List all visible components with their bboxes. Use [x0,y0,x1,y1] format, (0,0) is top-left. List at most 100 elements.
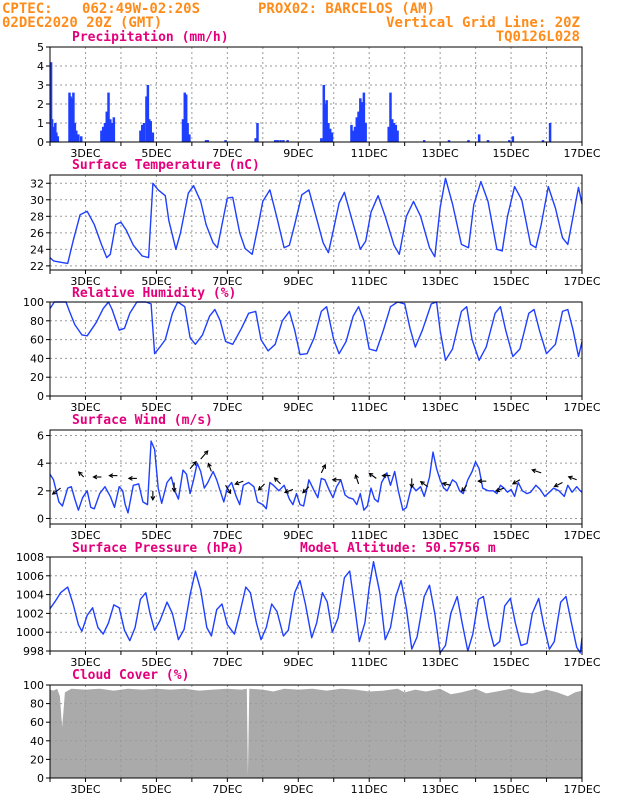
precipitation-bar [357,111,360,142]
temperature-title: Surface Temperature (nC) [72,158,260,173]
header-coordinates: 062:49W-02:20S [82,1,200,17]
humidity-title: Relative Humidity (%) [72,286,236,301]
wind-arrow-head [531,468,537,474]
precipitation-frame [49,46,583,143]
panel-surface-temperature: Surface Temperature (nC) 22 24 26 28 30 32 3D… [30,158,601,288]
header-model-code: TQ0126L028 [496,29,580,45]
cloud-cover-x-ticks: 3DEC 5DEC 7DEC 9DEC 11DEC 13DEC 15DEC 17DEC [49,778,601,796]
y-tick-label: 40 [30,352,44,365]
precipitation-bar [282,140,285,142]
wind-line [49,440,583,514]
cloud-cover-frame [49,684,583,779]
wind-arrow-head [494,487,501,493]
precipitation-bar [112,117,116,142]
x-tick-label: 9DEC [283,275,313,288]
wind-arrow-head [234,480,240,486]
wind-arrow-head [171,487,177,493]
precipitation-bar [548,123,552,142]
cloud-cover-area [50,688,582,778]
x-tick-label: 17DEC [563,529,600,542]
precipitation-bar [254,138,257,142]
wind-arrow-head [51,490,57,495]
y-tick-label: 60 [30,334,44,347]
series-line [49,561,583,654]
precipitation-bar [56,136,60,142]
precipitation-bar [359,98,362,142]
x-tick-label: 5DEC [141,401,171,414]
precipitation-x-ticks: 3DEC 5DEC 7DEC 9DEC 11DEC 13DEC 15DEC 17DEC [49,142,601,160]
precipitation-bar [139,130,142,142]
precipitation-bar [103,123,107,142]
wind-direction-arrow [461,484,468,492]
x-tick-label: 7DEC [212,275,242,288]
temperature-grid [50,175,582,270]
precipitation-bar [100,130,103,142]
wind-arrow-head [511,480,517,485]
precipitation-bar [353,126,357,142]
wind-arrow-head [283,489,289,494]
wind-direction-arrow [554,482,563,488]
precipitation-bar [186,123,189,142]
x-tick-label: 15DEC [493,401,530,414]
precipitation-bar [422,140,426,142]
wind-arrow-head [273,477,279,482]
pressure-x-ticks: 3DEC 5DEC 7DEC 9DEC 11DEC 13DEC 15DEC 17DEC [49,651,601,669]
x-tick-label: 13DEC [422,783,459,796]
y-tick-label: 3 [37,79,44,92]
humidity-frame [49,301,583,397]
humidity-y-ticks: 0 20 40 60 80 100 [23,296,50,403]
precipitation-bar [181,119,185,142]
wind-arrow-head [477,478,483,484]
precipitation-bar [360,102,364,142]
precipitation-bar [330,132,334,142]
y-tick-label: 1008 [16,551,44,564]
precipitation-bar [486,140,490,142]
temperature-x-ticks: 3DEC 5DEC 7DEC 9DEC 11DEC 13DEC 15DEC 17DEC [49,270,601,288]
y-tick-label: 20 [30,753,44,766]
pressure-line [49,561,583,654]
precipitation-grid [50,47,582,142]
wind-arrow-head [321,463,327,469]
x-tick-label: 13DEC [422,401,459,414]
y-tick-label: 22 [30,260,44,273]
precipitation-bar [323,104,327,142]
precipitation-bar [109,119,112,142]
precipitation-bar [140,124,144,142]
series-line [49,301,583,361]
wind-direction-arrow [512,479,521,485]
panel-precipitation: Precipitation (mm/h) 0 1 2 3 4 5 3DEC 5DEC 7DEC… [37,30,601,160]
y-tick-label: 2 [37,98,44,111]
header-datetime: 02DEC2020 20Z (GMT) [2,15,162,31]
wind-direction-arrow [355,474,360,485]
precipitation-bar [391,119,394,142]
humidity-line [49,301,583,361]
x-tick-label: 11DEC [351,401,388,414]
precipitation-bar [362,92,366,142]
y-tick-label: 1 [37,117,44,130]
x-tick-label: 17DEC [563,656,600,669]
wind-direction-arrow [258,483,265,491]
y-tick-label: 0 [37,136,44,149]
y-tick-label: 1004 [16,589,44,602]
precipitation-bar [392,123,396,142]
y-tick-label: 100 [23,679,44,692]
temperature-line [49,177,583,265]
precipitation-bar [49,62,53,143]
cloud-cover-y-ticks: 0 20 40 60 80 100 [23,679,50,785]
temperature-y-ticks: 22 24 26 28 30 32 [30,177,50,273]
x-tick-label: 17DEC [563,401,600,414]
y-tick-label: 5 [37,41,44,54]
precipitation-bar [394,124,398,142]
precipitation-bar [148,119,151,142]
wind-arrow-head [354,473,359,479]
wind-direction-arrow [52,487,61,495]
x-tick-label: 3DEC [70,656,100,669]
precipitation-bar [206,140,210,142]
y-tick-label: 4 [37,60,44,73]
header-station: PROX02: BARCELOS (AM) [258,1,435,17]
wind-arrow-head [108,473,114,479]
precipitation-bar [105,111,108,142]
x-tick-label: 15DEC [493,656,530,669]
pressure-y-ticks: 998 1000 1002 1004 1006 1008 [16,551,50,658]
x-tick-label: 7DEC [212,401,242,414]
